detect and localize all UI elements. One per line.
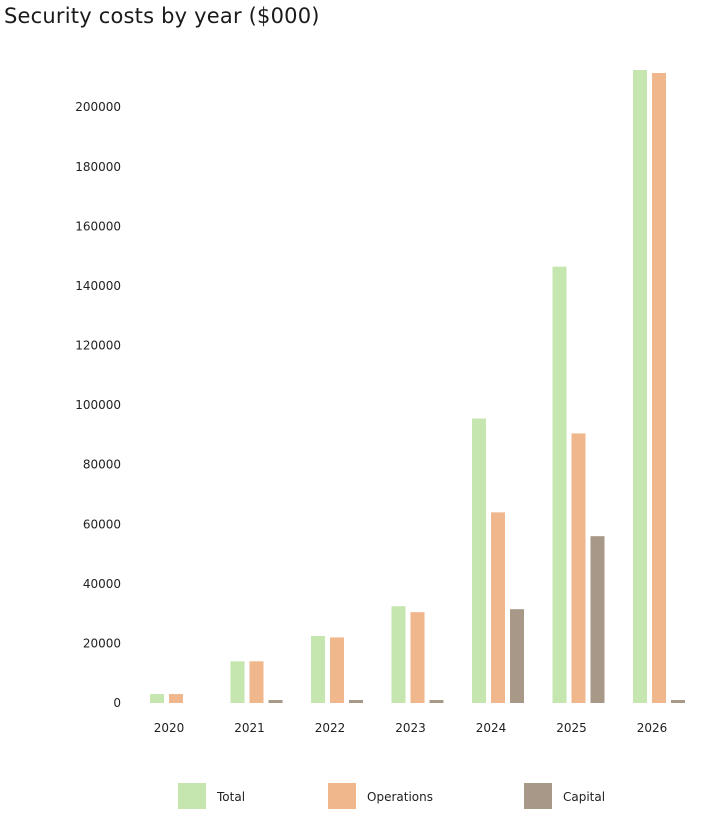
bar-capital-2024 xyxy=(510,609,524,703)
bar-operations-2026 xyxy=(652,72,666,703)
legend-label-operations: Operations xyxy=(367,790,433,804)
legend: Total Operations Capital xyxy=(178,783,605,809)
bar-total-2022 xyxy=(311,635,325,703)
y-tick-label: 60000 xyxy=(83,517,121,531)
x-axis-ticks: 2020 2021 2022 2023 2024 2025 2026 xyxy=(154,721,668,735)
bar-total-2024 xyxy=(472,418,486,703)
x-tick-label: 2020 xyxy=(154,721,185,735)
bar-operations-2021 xyxy=(249,661,264,703)
y-axis-ticks: 0 20000 40000 60000 80000 100000 120000 140000 1… xyxy=(75,100,121,710)
x-tick-label: 2024 xyxy=(476,721,507,735)
y-tick-label: 80000 xyxy=(83,458,121,472)
bar-total-2025 xyxy=(552,266,567,703)
legend-swatch-total xyxy=(178,783,206,809)
x-tick-label: 2022 xyxy=(315,721,346,735)
legend-swatch-capital xyxy=(524,783,552,809)
legend-label-capital: Capital xyxy=(563,790,605,804)
y-tick-label: 160000 xyxy=(75,219,121,233)
x-tick-label: 2026 xyxy=(637,721,668,735)
x-tick-label: 2025 xyxy=(556,721,587,735)
bar-capital-2025 xyxy=(590,536,605,703)
bar-capital-2021 xyxy=(268,700,283,703)
x-tick-label: 2021 xyxy=(234,721,265,735)
bar-total-2020 xyxy=(150,694,164,703)
x-tick-label: 2023 xyxy=(395,721,426,735)
legend-label-total: Total xyxy=(216,790,245,804)
bar-operations-2025 xyxy=(571,433,586,703)
y-tick-label: 180000 xyxy=(75,160,121,174)
bars xyxy=(150,70,685,703)
y-tick-label: 120000 xyxy=(75,339,121,353)
bar-total-2026 xyxy=(633,70,647,703)
bar-operations-2020 xyxy=(169,694,183,703)
bar-operations-2024 xyxy=(491,512,505,703)
legend-swatch-operations xyxy=(328,783,356,809)
chart-title: Security costs by year ($000) xyxy=(4,4,320,28)
bar-total-2021 xyxy=(230,661,245,703)
y-tick-label: 100000 xyxy=(75,398,121,412)
bar-capital-2023 xyxy=(429,700,444,703)
y-tick-label: 40000 xyxy=(83,577,121,591)
y-tick-label: 0 xyxy=(113,696,121,710)
y-tick-label: 140000 xyxy=(75,279,121,293)
y-tick-label: 200000 xyxy=(75,100,121,114)
bar-operations-2023 xyxy=(410,612,425,703)
bar-total-2023 xyxy=(391,606,406,703)
bar-capital-2026 xyxy=(671,700,685,703)
bar-capital-2022 xyxy=(349,700,363,703)
bar-operations-2022 xyxy=(330,637,344,703)
y-tick-label: 20000 xyxy=(83,636,121,650)
